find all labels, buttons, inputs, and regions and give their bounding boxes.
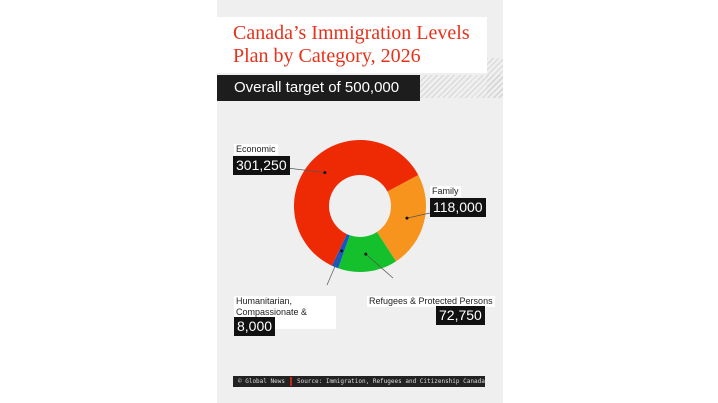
label-family: Family [430, 186, 461, 197]
leader-dot-family [405, 216, 409, 220]
value-refugees: 72,750 [436, 306, 485, 325]
value-humanitarian: 8,000 [234, 317, 276, 336]
value-family: 118,000 [430, 198, 486, 217]
leader-dot-economic [323, 171, 327, 175]
title-box [217, 17, 487, 73]
label-humanitarian: Humanitarian, Compassionate & Others [234, 296, 336, 329]
chart-title: Canada’s Immigration Levels Plan by Cate… [233, 22, 470, 67]
label-economic: Economic [234, 144, 278, 155]
slice-family [376, 175, 427, 262]
leader-line-family [406, 212, 431, 219]
value-economic: 301,250 [233, 156, 290, 175]
leader-line-humanitarian [326, 250, 342, 286]
separator [289, 377, 292, 386]
leader-line-refugees [365, 253, 394, 279]
slice-refugees [338, 231, 396, 272]
label-refugees: Refugees & Protected Persons [367, 296, 495, 307]
leader-dot-humanitarian [340, 249, 344, 253]
source: Source: Immigration, Refugees and Citize… [296, 378, 485, 385]
footer-bar: © Global News Source: Immigration, Refuge… [233, 376, 485, 387]
hatch-decoration [420, 75, 503, 98]
hatch-decoration [487, 58, 503, 98]
leader-dot-refugees [364, 252, 368, 256]
credit: © Global News [238, 378, 285, 385]
chart-subtitle: Overall target of 500,000 [217, 75, 420, 101]
leader-line-economic [286, 167, 325, 173]
